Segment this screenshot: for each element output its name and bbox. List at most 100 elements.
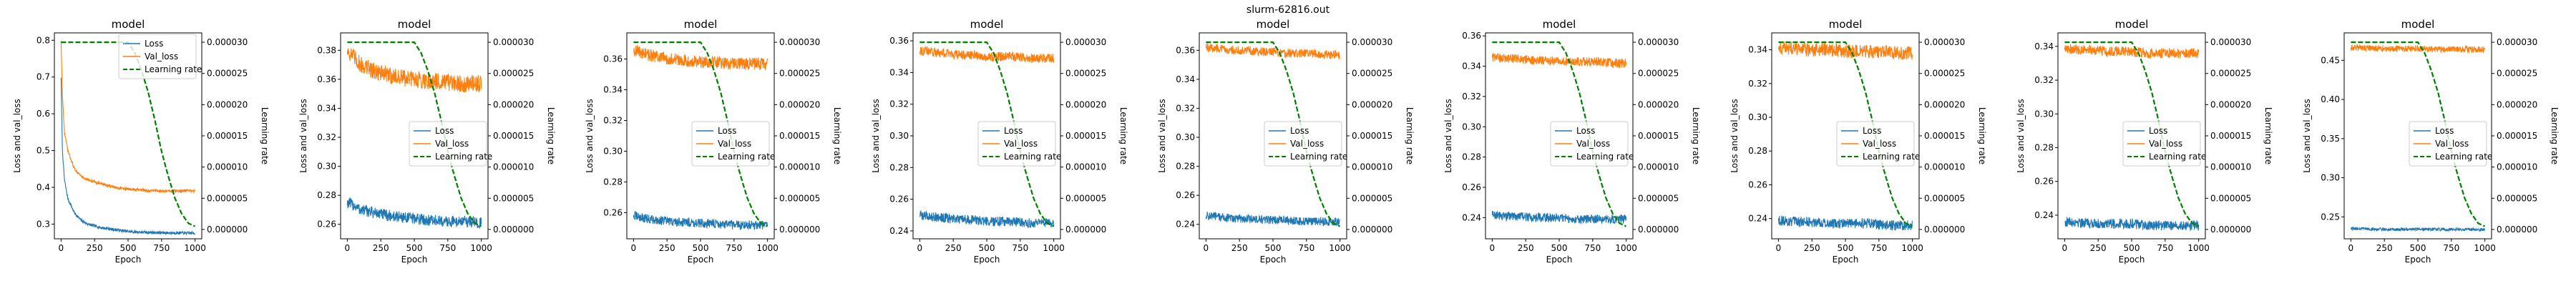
y-tick-label: 0.24	[1176, 220, 1195, 230]
legend-label: Loss	[1004, 126, 1023, 136]
y-tick-label: 0.36	[1176, 45, 1195, 55]
y2-tick-label: 0.000015	[779, 131, 820, 141]
x-tick-label: 250	[945, 243, 962, 253]
y-tick-label: 0.26	[1462, 182, 1481, 192]
chart-panel-7: 0 250 500 750 1000 0.24 0.26 0.28 0.30 0.32 0.34 0.…	[1729, 18, 1987, 265]
y-axis-label: Loss and val_loss	[1157, 99, 1167, 173]
x-axis-label: Epoch	[1833, 255, 1859, 265]
y-tick-label: 0.3	[36, 219, 50, 229]
legend: Loss Val_loss Learning rate	[1836, 121, 1920, 167]
series-group	[1205, 41, 1341, 227]
y2-tick-label: 0.000015	[207, 131, 248, 141]
x-tick-label: 500	[2124, 243, 2140, 253]
legend: Loss Val_loss Learning rate	[977, 121, 1061, 167]
x-axis-label: Epoch	[115, 255, 142, 265]
legend: Loss Val_loss Learning rate	[1264, 121, 1347, 167]
chart-panel-5: 0 250 500 750 1000 0.24 0.26 0.28 0.30 0.32 0.34 0.…	[1157, 18, 1415, 265]
y2-tick-label: 0.000025	[1352, 69, 1392, 79]
y2-tick-label: 0.000020	[207, 99, 248, 109]
y2-tick-label: 0.000015	[493, 131, 534, 141]
legend: Loss Val_loss Learning rate	[409, 121, 492, 167]
chart-panel-9: 0 250 500 750 1000 0.25 0.30 0.35 0.40 0.45 0.0000…	[2302, 18, 2560, 265]
legend-box	[118, 34, 197, 79]
y2-tick-label: 0.000025	[2497, 69, 2537, 79]
y2-tick-label: 0.000025	[779, 69, 820, 79]
y2-tick-label: 0.000000	[2210, 225, 2251, 235]
y2-axis-label: Learning rate	[260, 107, 270, 164]
y2-tick-label: 0.000000	[1924, 225, 1965, 235]
x-tick-label: 750	[2443, 243, 2459, 253]
legend-label: Val_loss	[1290, 139, 1324, 149]
x-tick-label: 0	[345, 243, 351, 253]
x-tick-label: 0	[59, 243, 64, 253]
y2-tick-label: 0.000010	[493, 162, 534, 172]
y2-axis-label: Learning rate	[546, 107, 556, 164]
y-tick-label: 0.30	[2321, 173, 2340, 183]
y2-tick-label: 0.000010	[1924, 162, 1965, 172]
legend-box	[977, 121, 1056, 167]
series-learning-rate-line	[633, 41, 769, 227]
series-val_loss-line	[2064, 44, 2200, 59]
legend-label: Val_loss	[2435, 139, 2469, 149]
x-tick-label: 750	[153, 243, 170, 253]
y2-axis-label: Learning rate	[2550, 107, 2560, 164]
chart-title: model	[684, 18, 718, 31]
y-tick-label: 0.24	[1462, 212, 1481, 222]
y2-tick-label: 0.000025	[207, 69, 248, 79]
y2-tick-label: 0.000030	[1352, 37, 1392, 47]
x-tick-label: 750	[1012, 243, 1028, 253]
y2-tick-label: 0.000000	[493, 225, 534, 235]
y-tick-label: 0.34	[1462, 61, 1481, 72]
y2-tick-label: 0.000005	[1924, 193, 1965, 203]
x-tick-label: 250	[1804, 243, 1820, 253]
x-tick-label: 500	[979, 243, 995, 253]
legend-box	[409, 121, 487, 167]
series-loss-line	[919, 210, 1055, 228]
y-tick-label: 0.30	[317, 162, 336, 172]
y2-tick-label: 0.000005	[1352, 193, 1392, 203]
y-tick-label: 0.30	[1176, 132, 1195, 142]
series-loss-line	[2064, 217, 2200, 232]
y2-tick-label: 0.000025	[1924, 69, 1965, 79]
y-tick-label: 0.28	[889, 162, 909, 172]
x-tick-label: 0	[1490, 243, 1496, 253]
legend-label: Learning rate	[1290, 152, 1347, 162]
x-tick-label: 1000	[184, 243, 206, 253]
y2-tick-label: 0.000015	[1924, 131, 1965, 141]
legend-label: Loss	[1290, 126, 1309, 136]
y2-tick-label: 0.000010	[2210, 162, 2251, 172]
y-tick-label: 0.30	[1462, 122, 1481, 132]
y2-axis-label: Learning rate	[1405, 107, 1415, 164]
y-tick-label: 0.36	[603, 54, 623, 64]
x-axis-label: Epoch	[2119, 255, 2145, 265]
y2-tick-label: 0.000030	[1924, 37, 1965, 47]
x-tick-label: 500	[1551, 243, 1568, 253]
x-tick-label: 1000	[2474, 243, 2496, 253]
y-tick-label: 0.32	[2034, 75, 2054, 85]
y-tick-label: 0.32	[1462, 92, 1481, 102]
series-group	[346, 41, 482, 230]
y2-tick-label: 0.000010	[1352, 162, 1392, 172]
x-tick-label: 250	[659, 243, 675, 253]
y-tick-label: 0.32	[1176, 103, 1195, 113]
x-tick-label: 250	[87, 243, 103, 253]
chart-title: model	[398, 18, 431, 31]
y-tick-label: 0.36	[1462, 31, 1481, 41]
y-tick-label: 0.45	[2321, 55, 2340, 65]
x-tick-label: 0	[1204, 243, 1209, 253]
series-group	[2064, 41, 2200, 232]
y2-tick-label: 0.000015	[1065, 131, 1106, 141]
legend-label: Val_loss	[145, 51, 178, 61]
y2-tick-label: 0.000025	[2210, 69, 2251, 79]
chart-panels: 0 250 500 750 1000 0.3 0.4 0.5 0.6 0.7 0.8 0.000000…	[12, 18, 2560, 265]
legend: Loss Val_loss Learning rate	[2122, 121, 2206, 167]
y2-tick-label: 0.000020	[1924, 99, 1965, 109]
chart-title: model	[2401, 18, 2435, 31]
y-axis-label: Loss and val_loss	[2302, 99, 2312, 173]
chart-panel-6: 0 250 500 750 1000 0.24 0.26 0.28 0.30 0.32 0.34 0.…	[1443, 18, 1701, 265]
series-loss-line	[346, 197, 482, 230]
y2-tick-label: 0.000005	[207, 193, 248, 203]
y2-tick-label: 0.000005	[1065, 193, 1106, 203]
y-tick-label: 0.26	[317, 220, 336, 230]
